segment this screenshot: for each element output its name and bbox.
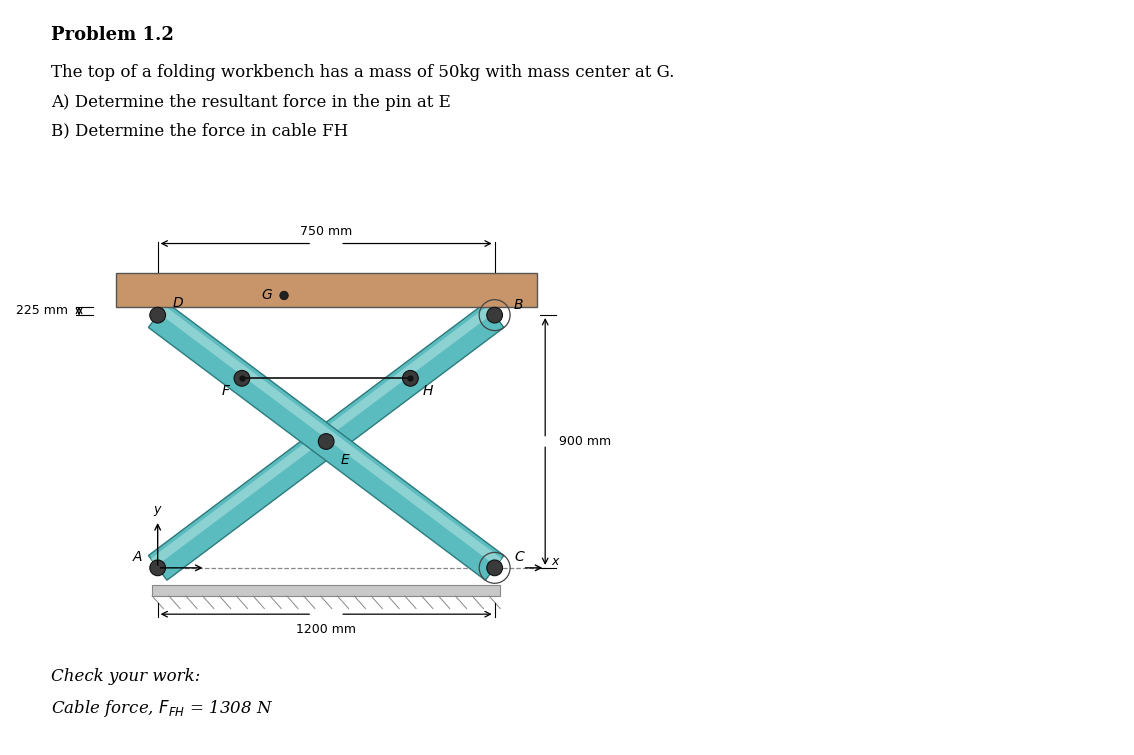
Text: 900 mm: 900 mm (559, 435, 611, 448)
Circle shape (486, 307, 502, 323)
Text: Problem 1.2: Problem 1.2 (51, 26, 174, 45)
Circle shape (486, 560, 502, 576)
Circle shape (234, 371, 249, 386)
Text: 225 mm: 225 mm (16, 304, 68, 317)
Text: $A$: $A$ (133, 550, 144, 564)
Text: Check your work:: Check your work: (51, 668, 201, 686)
Text: A) Determine the resultant force in the pin at E: A) Determine the resultant force in the … (51, 94, 451, 112)
Bar (116, 273, 536, 307)
Text: Cable force, $F_{FH}$ = 1308 N: Cable force, $F_{FH}$ = 1308 N (51, 698, 273, 720)
Text: The top of a folding workbench has a mass of 50kg with mass center at G.: The top of a folding workbench has a mas… (51, 64, 675, 82)
Text: B) Determine the force in cable FH: B) Determine the force in cable FH (51, 122, 348, 140)
Polygon shape (149, 303, 503, 580)
Text: $F$: $F$ (220, 384, 230, 398)
Polygon shape (149, 303, 503, 580)
Text: $B$: $B$ (513, 298, 524, 313)
Circle shape (150, 307, 166, 323)
Bar (152, 585, 500, 596)
Polygon shape (151, 306, 493, 566)
Circle shape (280, 291, 288, 300)
Circle shape (319, 433, 335, 449)
Text: $y$: $y$ (153, 504, 162, 518)
Text: $D$: $D$ (171, 295, 184, 310)
Text: 750 mm: 750 mm (301, 226, 353, 239)
Polygon shape (159, 306, 501, 566)
Text: $x$: $x$ (551, 555, 560, 568)
Text: $H$: $H$ (422, 384, 433, 398)
Text: 1200 mm: 1200 mm (296, 623, 356, 636)
Text: $G$: $G$ (261, 288, 273, 302)
Text: $E$: $E$ (340, 453, 350, 467)
Circle shape (150, 560, 166, 576)
Text: $C$: $C$ (515, 550, 526, 564)
Circle shape (403, 371, 418, 386)
